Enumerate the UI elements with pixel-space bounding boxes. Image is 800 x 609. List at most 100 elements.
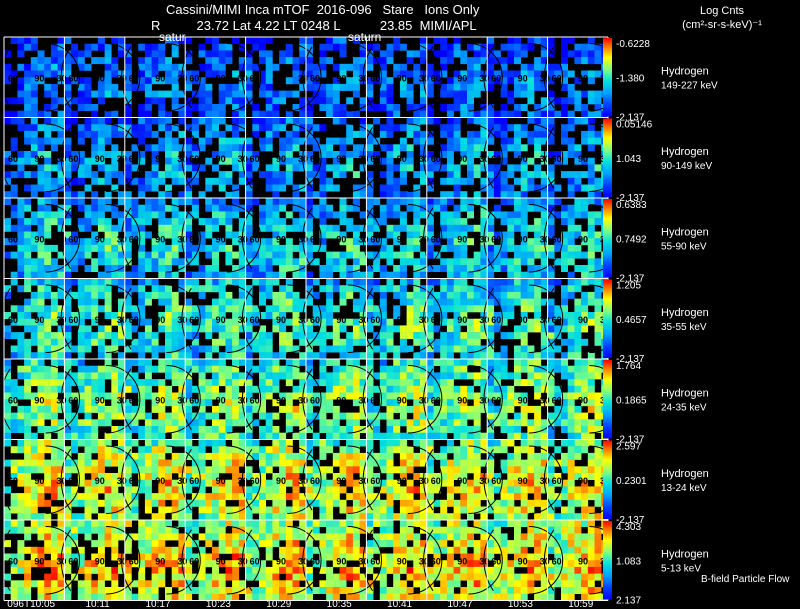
heatmap-cell bbox=[292, 412, 300, 420]
heatmap-cell bbox=[185, 104, 193, 111]
heatmap-cell bbox=[561, 110, 568, 118]
heatmap-cell bbox=[540, 278, 548, 286]
heatmap-cell bbox=[165, 359, 172, 366]
heatmap-cell bbox=[393, 198, 401, 205]
heatmap-cell bbox=[17, 365, 25, 373]
heatmap-cell bbox=[547, 218, 555, 226]
heatmap-cell bbox=[379, 130, 387, 138]
heatmap-cell bbox=[446, 218, 454, 226]
heatmap-cell bbox=[467, 211, 474, 219]
heatmap-cell bbox=[561, 70, 568, 78]
heatmap-cell bbox=[393, 164, 401, 172]
heatmap-cell bbox=[299, 258, 307, 266]
heatmap-cell bbox=[50, 57, 58, 65]
heatmap-cell bbox=[265, 184, 273, 192]
heatmap-cell bbox=[527, 63, 535, 71]
heatmap-cell bbox=[245, 57, 253, 65]
heatmap-cell bbox=[413, 318, 421, 326]
heatmap-cell bbox=[520, 244, 528, 252]
heatmap-cell bbox=[111, 231, 119, 239]
heatmap-cell bbox=[138, 338, 146, 346]
heatmap-cell bbox=[279, 265, 287, 272]
heatmap-cell bbox=[151, 97, 159, 105]
heatmap-cell bbox=[393, 285, 401, 293]
heatmap-cell bbox=[37, 265, 45, 272]
heatmap-cell bbox=[4, 519, 11, 527]
heatmap-cell bbox=[44, 426, 52, 433]
heatmap-cell bbox=[265, 338, 273, 346]
heatmap-cell bbox=[561, 204, 568, 212]
heatmap-cell bbox=[379, 318, 387, 326]
heatmap-cell bbox=[124, 151, 132, 158]
heatmap-cell bbox=[64, 251, 72, 259]
heatmap-cell bbox=[84, 432, 92, 440]
heatmap-cell bbox=[205, 359, 213, 366]
heatmap-cell bbox=[520, 211, 528, 219]
heatmap-cell bbox=[118, 352, 125, 360]
heatmap-cell bbox=[158, 325, 166, 333]
heatmap-cell bbox=[426, 231, 434, 239]
heatmap-cell bbox=[37, 110, 45, 118]
heatmap-cell bbox=[386, 419, 394, 427]
heatmap-cell bbox=[212, 325, 219, 333]
heatmap-cell bbox=[71, 312, 79, 319]
heatmap-cell bbox=[467, 385, 474, 393]
heatmap-cell bbox=[285, 258, 293, 266]
heatmap-cell bbox=[245, 426, 253, 433]
heatmap-cell bbox=[420, 198, 427, 205]
heatmap-cell bbox=[118, 171, 125, 179]
heatmap-cell bbox=[500, 184, 508, 192]
heatmap-cell bbox=[279, 171, 287, 179]
heatmap-cell bbox=[285, 298, 293, 306]
heatmap-cell bbox=[30, 466, 38, 474]
heatmap-cell bbox=[124, 57, 132, 65]
heatmap-cell bbox=[561, 359, 568, 366]
heatmap-cell bbox=[158, 479, 166, 487]
heatmap-cell bbox=[37, 77, 45, 85]
heatmap-cell bbox=[10, 305, 18, 313]
heatmap-cell bbox=[527, 352, 535, 360]
heatmap-cell bbox=[366, 298, 374, 306]
heatmap-cell bbox=[91, 104, 99, 111]
heatmap-cell bbox=[594, 405, 602, 413]
heatmap-cell bbox=[17, 211, 25, 219]
heatmap-cell bbox=[285, 198, 293, 205]
heatmap-cell bbox=[534, 291, 542, 299]
heatmap-cell bbox=[393, 392, 401, 400]
heatmap-cell bbox=[17, 83, 25, 91]
heatmap-cell bbox=[124, 439, 132, 447]
heatmap-cell bbox=[285, 137, 293, 145]
heatmap-cell bbox=[306, 124, 313, 132]
heatmap-cell bbox=[158, 117, 166, 125]
heatmap-cell bbox=[299, 164, 307, 172]
heatmap-cell bbox=[218, 177, 226, 185]
heatmap-cell bbox=[151, 258, 159, 266]
heatmap-cell bbox=[594, 332, 602, 340]
heatmap-cell bbox=[554, 419, 562, 427]
heatmap-cell bbox=[4, 77, 11, 85]
heatmap-cell bbox=[259, 204, 266, 212]
heatmap-cell bbox=[171, 291, 179, 299]
heatmap-cell bbox=[339, 50, 347, 58]
heatmap-cell bbox=[520, 251, 528, 259]
heatmap-cell bbox=[44, 412, 52, 420]
heatmap-cell bbox=[245, 244, 253, 252]
heatmap-cell bbox=[527, 198, 535, 205]
heatmap-cell bbox=[64, 359, 72, 366]
heatmap-cell bbox=[420, 258, 427, 266]
heatmap-cell bbox=[312, 479, 320, 487]
heatmap-cell bbox=[252, 399, 260, 407]
heatmap-cell bbox=[84, 499, 92, 507]
heatmap-cell bbox=[547, 251, 555, 259]
heatmap-cell bbox=[191, 325, 199, 333]
heatmap-cell bbox=[191, 117, 199, 125]
heatmap-cell bbox=[205, 318, 213, 326]
heatmap-cell bbox=[292, 224, 300, 232]
heatmap-cell bbox=[91, 318, 99, 326]
heatmap-cell bbox=[500, 345, 508, 353]
heatmap-cell bbox=[151, 70, 159, 78]
heatmap-cell bbox=[151, 392, 159, 400]
heatmap-cell bbox=[124, 419, 132, 427]
heatmap-cell bbox=[473, 171, 481, 179]
heatmap-cell bbox=[500, 332, 508, 340]
